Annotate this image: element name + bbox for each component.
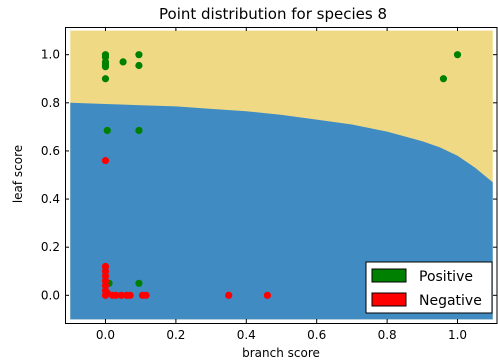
chart-title: Point distribution for species 8	[159, 5, 387, 23]
x-tick-label: 1.0	[448, 328, 467, 342]
data-points	[101, 51, 462, 299]
legend-label-negative: Negative	[419, 293, 482, 309]
point-negative	[112, 291, 120, 299]
point-positive	[101, 75, 110, 83]
point-negative	[263, 291, 272, 299]
legend-label-positive: Positive	[419, 269, 473, 285]
x-tick-label: 0.2	[166, 328, 185, 342]
y-tick-label: 0.6	[41, 144, 60, 158]
legend-swatch-negative	[371, 292, 407, 307]
point-positive	[135, 61, 143, 70]
x-tick-label: 0.0	[96, 328, 115, 342]
point-negative	[225, 291, 233, 299]
x-tick-label: 0.8	[378, 328, 397, 342]
point-negative	[126, 291, 134, 299]
point-negative	[142, 291, 150, 299]
point-positive	[135, 51, 143, 59]
point-positive	[119, 58, 127, 66]
y-tick-label: 1.0	[41, 48, 60, 62]
x-tick-label: 0.4	[237, 328, 256, 342]
point-positive	[453, 51, 462, 59]
axis-ticks: 0.0 0.2 0.4 0.6 0.8 1.0 0.0 0.2 0.4 0.6 0.8 1.0	[41, 27, 497, 342]
y-axis-label: leaf score	[11, 145, 25, 203]
plot-frame	[65, 27, 498, 324]
point-positive	[135, 279, 143, 287]
point-negative	[101, 156, 110, 165]
point-negative	[117, 291, 125, 299]
point-positive	[135, 126, 143, 135]
x-axis-label: branch score	[242, 346, 320, 360]
x-tick-label: 0.6	[307, 328, 326, 342]
point-positive	[439, 75, 448, 83]
y-tick-label: 0.8	[41, 96, 60, 110]
y-tick-label: 0.0	[41, 288, 60, 302]
y-tick-label: 0.2	[41, 240, 60, 254]
point-positive	[103, 126, 111, 135]
legend: Positive Negative	[365, 261, 493, 314]
y-tick-label: 0.4	[41, 192, 60, 206]
point-positive	[101, 63, 110, 71]
legend-swatch-positive	[371, 268, 407, 283]
